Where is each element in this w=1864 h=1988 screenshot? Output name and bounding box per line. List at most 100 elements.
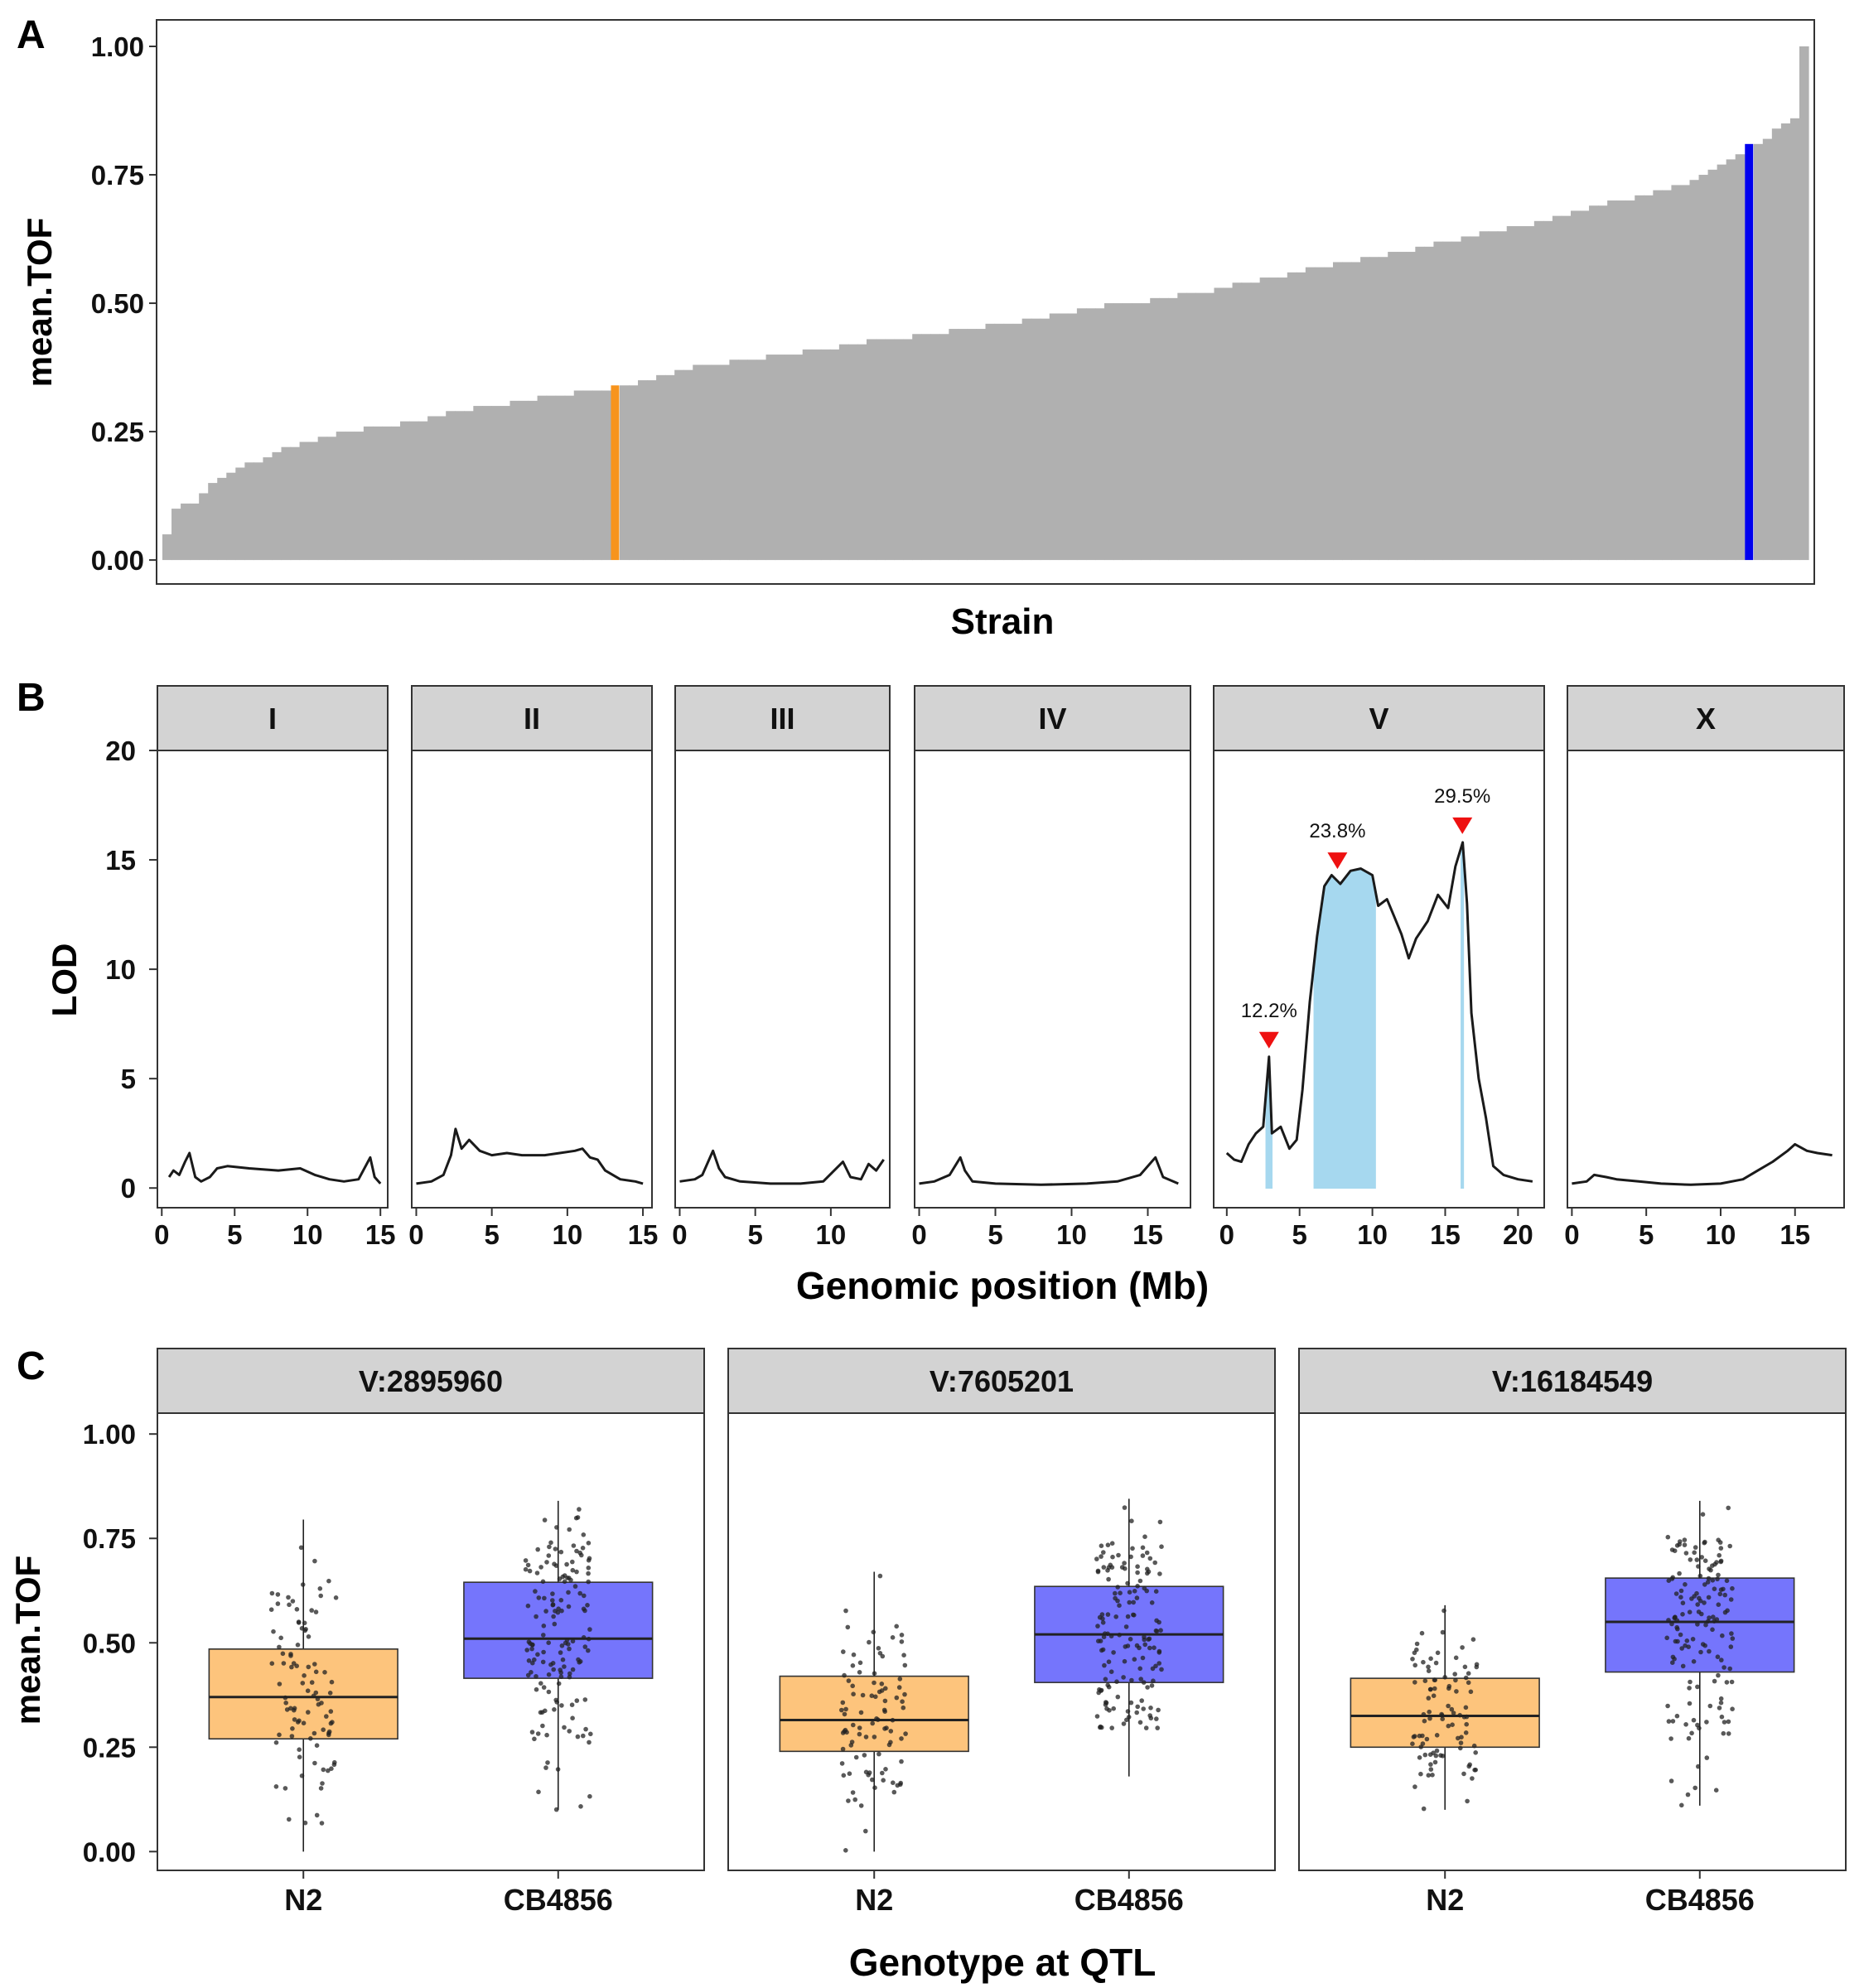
bar bbox=[235, 467, 245, 561]
bar bbox=[1104, 303, 1114, 561]
data-point bbox=[536, 1789, 541, 1795]
data-point bbox=[1693, 1785, 1697, 1791]
data-point bbox=[1149, 1600, 1155, 1605]
bar bbox=[866, 339, 876, 561]
facet-strip-label: V bbox=[1369, 702, 1388, 736]
data-point bbox=[555, 1609, 561, 1615]
data-point bbox=[1470, 1776, 1475, 1781]
data-point bbox=[551, 1614, 556, 1619]
data-point bbox=[1726, 1731, 1731, 1736]
data-point bbox=[1102, 1662, 1107, 1668]
data-point bbox=[1695, 1602, 1700, 1607]
panel-b-label: B bbox=[17, 676, 46, 720]
data-point bbox=[1412, 1650, 1417, 1656]
data-point bbox=[902, 1662, 908, 1668]
data-point bbox=[281, 1661, 287, 1666]
bar bbox=[1506, 226, 1517, 561]
data-point bbox=[847, 1771, 852, 1776]
data-point bbox=[867, 1639, 872, 1645]
data-point bbox=[1467, 1762, 1472, 1768]
data-point bbox=[1699, 1611, 1704, 1617]
data-point bbox=[306, 1664, 311, 1670]
data-point bbox=[553, 1807, 559, 1812]
data-point bbox=[1720, 1633, 1725, 1638]
bar bbox=[244, 462, 254, 561]
bar bbox=[949, 329, 959, 561]
data-point bbox=[587, 1793, 592, 1799]
x-tick-label: CB4856 bbox=[1645, 1883, 1755, 1917]
bar bbox=[317, 437, 328, 561]
data-point bbox=[269, 1590, 275, 1596]
bar bbox=[967, 329, 978, 561]
data-point bbox=[1094, 1714, 1100, 1719]
data-point bbox=[1719, 1657, 1724, 1662]
panel-a: 0.00 0.25 0.50 0.75 1.00 mean.TOF Strain bbox=[20, 19, 1815, 642]
bar bbox=[1369, 257, 1379, 561]
data-point bbox=[881, 1778, 886, 1783]
data-point bbox=[863, 1735, 869, 1740]
data-point bbox=[586, 1648, 591, 1653]
bar bbox=[1607, 200, 1617, 561]
data-point bbox=[1428, 1762, 1433, 1767]
data-point bbox=[1128, 1554, 1133, 1560]
bar bbox=[1397, 252, 1407, 561]
y-tick-label: 0.00 bbox=[91, 545, 144, 576]
bar bbox=[1616, 200, 1626, 561]
data-point bbox=[901, 1653, 906, 1657]
bar bbox=[729, 359, 740, 561]
x-tick-label: 0 bbox=[154, 1219, 169, 1250]
data-point bbox=[295, 1643, 301, 1648]
bar bbox=[272, 451, 282, 561]
data-point bbox=[1724, 1578, 1730, 1584]
data-point bbox=[523, 1558, 529, 1563]
data-point bbox=[564, 1561, 569, 1567]
bar bbox=[619, 385, 630, 561]
data-point bbox=[1718, 1696, 1724, 1701]
data-point bbox=[1713, 1788, 1719, 1793]
facet-box-3: V:16184549 N2 CB4856 bbox=[1298, 1348, 1847, 1917]
data-point bbox=[1159, 1667, 1164, 1672]
data-point bbox=[897, 1677, 903, 1682]
bar bbox=[491, 406, 502, 561]
data-point bbox=[1453, 1677, 1458, 1683]
data-point bbox=[586, 1571, 591, 1576]
data-point bbox=[583, 1726, 588, 1732]
data-point bbox=[1729, 1631, 1734, 1636]
bar bbox=[1726, 159, 1736, 561]
data-point bbox=[1705, 1619, 1711, 1624]
data-point bbox=[877, 1651, 883, 1656]
data-point bbox=[313, 1669, 319, 1675]
y-tick-label: 0.75 bbox=[91, 160, 144, 191]
bar bbox=[582, 390, 593, 561]
data-point bbox=[326, 1768, 331, 1773]
data-point bbox=[1134, 1643, 1140, 1648]
data-point bbox=[1157, 1571, 1162, 1576]
data-point bbox=[586, 1579, 591, 1585]
bar bbox=[1561, 215, 1572, 561]
bar bbox=[711, 364, 721, 561]
data-point bbox=[547, 1544, 552, 1550]
x-tick-label: CB4856 bbox=[504, 1883, 613, 1917]
data-point bbox=[875, 1717, 881, 1722]
y-tick-label: 0.50 bbox=[83, 1628, 136, 1658]
data-point bbox=[1099, 1612, 1105, 1617]
x-tick-label: 10 bbox=[1056, 1219, 1087, 1250]
data-point bbox=[570, 1567, 576, 1573]
bar bbox=[1085, 308, 1096, 561]
data-point bbox=[586, 1566, 592, 1571]
data-point bbox=[871, 1629, 876, 1635]
data-point bbox=[1716, 1602, 1722, 1607]
data-point bbox=[1687, 1609, 1693, 1614]
facet-strip bbox=[727, 1348, 1276, 1414]
data-point bbox=[1688, 1679, 1693, 1685]
data-point bbox=[1417, 1733, 1422, 1739]
data-point bbox=[1672, 1548, 1678, 1553]
data-point bbox=[1129, 1677, 1134, 1683]
bar bbox=[1644, 195, 1654, 561]
data-point bbox=[526, 1658, 532, 1663]
facet-iii: III 0 5 10 bbox=[672, 685, 891, 1250]
bar bbox=[775, 355, 785, 561]
data-point bbox=[542, 1518, 548, 1522]
data-point bbox=[843, 1608, 848, 1614]
data-point bbox=[888, 1740, 893, 1745]
